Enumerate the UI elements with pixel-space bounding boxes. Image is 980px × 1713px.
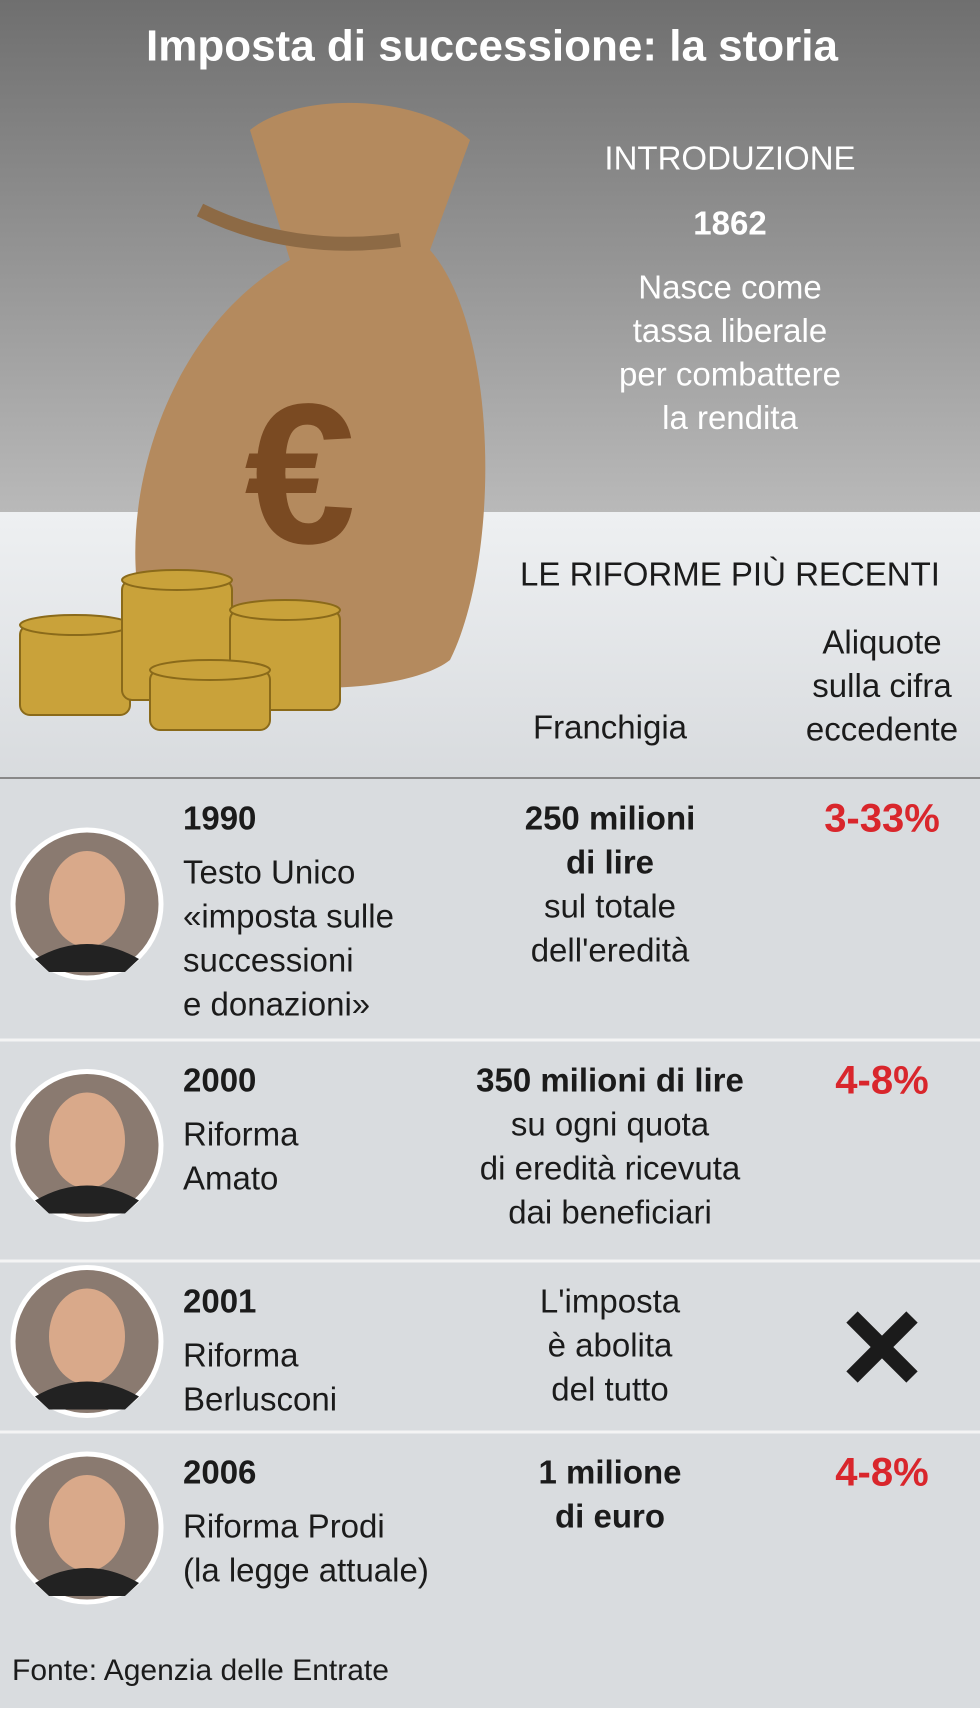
franchise-text: sul totale: [544, 888, 676, 925]
row-name: successioni: [183, 942, 354, 979]
row-year: 2000: [183, 1062, 256, 1099]
franchise-text: dell'eredità: [531, 932, 690, 969]
row-name: (la legge attuale): [183, 1552, 429, 1589]
row-name: Testo Unico: [183, 854, 355, 891]
row-name: «imposta sulle: [183, 898, 394, 935]
row-name: Riforma: [183, 1337, 299, 1374]
portrait-suit: [35, 1185, 139, 1214]
rate: 4-8%: [835, 1451, 928, 1495]
intro-text: Nasce come: [638, 269, 821, 306]
portrait-suit: [35, 944, 139, 972]
abolished-mark: [846, 1311, 918, 1383]
source: Fonte: Agenzia delle Entrate: [12, 1654, 389, 1687]
franchise-text: del tutto: [551, 1371, 668, 1408]
franchise-bold: 1 milione: [538, 1454, 681, 1491]
rates-header: eccedente: [806, 711, 958, 748]
row-year: 2006: [183, 1454, 256, 1491]
portrait-face: [49, 851, 125, 947]
rates-header: sulla cifra: [812, 667, 952, 704]
franchise-header: Franchigia: [533, 709, 688, 746]
franchise-bold: 350 milioni di lire: [476, 1062, 744, 1099]
row-name: Riforma: [183, 1116, 299, 1153]
table-bg: [0, 778, 980, 1708]
portrait-face: [49, 1092, 125, 1189]
title: Imposta di successione: la storia: [146, 22, 839, 71]
row-name: Riforma Prodi: [183, 1508, 385, 1545]
row-name: Amato: [183, 1160, 278, 1197]
franchise-text: è abolita: [548, 1327, 673, 1364]
franchise-text: di eredità ricevuta: [480, 1150, 741, 1187]
franchise-text: L'imposta: [540, 1283, 681, 1320]
franchise-bold: 250 milioni: [525, 800, 696, 837]
rates-header: Aliquote: [822, 624, 941, 661]
intro-text: la rendita: [662, 399, 798, 436]
portrait-suit: [35, 1568, 139, 1596]
franchise-text: dai beneficiari: [508, 1194, 712, 1231]
svg-text:€: €: [244, 363, 355, 586]
franchise-bold: di euro: [555, 1498, 665, 1535]
intro-year: 1862: [693, 205, 766, 242]
reforms-heading: LE RIFORME PIÙ RECENTI: [520, 556, 940, 593]
franchise-bold: di lire: [566, 844, 654, 881]
portrait-face: [49, 1288, 125, 1385]
intro-text: tassa liberale: [633, 312, 827, 349]
portrait-suit: [35, 1381, 139, 1410]
row-name: e donazioni»: [183, 986, 370, 1023]
intro-label: INTRODUZIONE: [604, 140, 855, 177]
portrait-face: [49, 1475, 125, 1571]
row-year: 1990: [183, 800, 256, 837]
rate: 4-8%: [835, 1059, 928, 1103]
coins: [19, 569, 341, 731]
money-bag: €: [135, 102, 486, 688]
row-name: Berlusconi: [183, 1381, 337, 1418]
intro-text: per combattere: [619, 356, 841, 393]
header-bg: [0, 0, 980, 512]
rate: 3-33%: [824, 797, 940, 841]
franchise-text: su ogni quota: [511, 1106, 710, 1143]
row-year: 2001: [183, 1283, 256, 1320]
